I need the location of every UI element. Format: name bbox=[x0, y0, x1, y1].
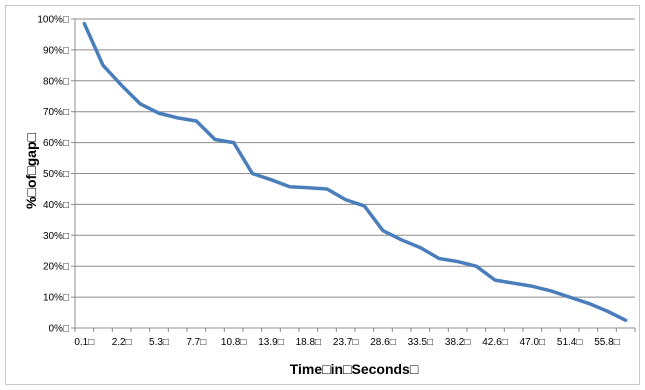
y-tick-label: 60%□ bbox=[43, 138, 69, 149]
y-tick-label: 80%□ bbox=[43, 76, 69, 87]
x-tick-label: 2.2□ bbox=[112, 337, 132, 348]
series-layer bbox=[82, 21, 628, 323]
x-tick-label: 5.3□ bbox=[149, 337, 169, 348]
data-point bbox=[568, 296, 571, 299]
series-line bbox=[82, 21, 628, 323]
y-axis-ticks: 0%□ 10%□ 20%□ 30%□ 40%□ 50%□ 60%□ 70%□ 80%□ 90%□ 1… bbox=[37, 15, 69, 335]
data-point bbox=[531, 285, 534, 288]
data-point bbox=[214, 138, 217, 141]
x-tick-label: 0.1□ bbox=[74, 337, 94, 348]
x-tick-label: 55.8□ bbox=[594, 337, 620, 348]
x-tick-label: 23.7□ bbox=[333, 337, 359, 348]
axes bbox=[71, 18, 636, 332]
y-tick-label: 10%□ bbox=[43, 293, 69, 304]
data-point bbox=[587, 302, 590, 305]
y-tick-label: 40%□ bbox=[43, 200, 69, 211]
x-tick-label: 47.0□ bbox=[520, 337, 546, 348]
line-chart: 0%□ 10%□ 20%□ 30%□ 40%□ 50%□ 60%□ 70%□ 80%□ 90%□ 1… bbox=[23, 15, 636, 377]
data-point bbox=[288, 185, 291, 188]
data-point bbox=[344, 198, 347, 201]
chart-frame: 0%□ 10%□ 20%□ 30%□ 40%□ 50%□ 60%□ 70%□ 80%□ 90%□ 1… bbox=[5, 5, 640, 385]
data-point bbox=[475, 265, 478, 268]
data-point bbox=[494, 279, 497, 282]
data-point bbox=[232, 141, 235, 144]
data-point bbox=[550, 289, 553, 292]
data-point bbox=[382, 229, 385, 232]
y-tick-label: 70%□ bbox=[43, 107, 69, 118]
data-point bbox=[195, 119, 198, 122]
y-tick-label: 30%□ bbox=[43, 231, 69, 242]
x-tick-label: 42.6□ bbox=[482, 337, 508, 348]
x-tick-label: 13.9□ bbox=[258, 337, 284, 348]
x-tick-label: 7.7□ bbox=[186, 337, 206, 348]
data-point bbox=[624, 319, 627, 322]
x-tick-label: 10.8□ bbox=[221, 337, 247, 348]
data-point bbox=[307, 186, 310, 189]
gridlines bbox=[75, 18, 635, 298]
data-point bbox=[102, 64, 105, 67]
y-axis-title: %□of□gap□ bbox=[23, 132, 39, 208]
y-tick-label: 50%□ bbox=[43, 169, 69, 180]
data-point bbox=[270, 178, 273, 181]
y-tick-label: 0%□ bbox=[49, 324, 70, 335]
y-tick-label: 100%□ bbox=[37, 15, 69, 26]
x-axis-title: Time□in□Seconds□ bbox=[290, 361, 419, 377]
x-tick-label: 33.5□ bbox=[408, 337, 434, 348]
data-point bbox=[456, 260, 459, 263]
data-point bbox=[120, 84, 123, 87]
data-point bbox=[606, 310, 609, 313]
data-point bbox=[419, 246, 422, 249]
x-tick-label: 28.6□ bbox=[370, 337, 396, 348]
y-tick-label: 90%□ bbox=[43, 45, 69, 56]
y-tick-label: 20%□ bbox=[43, 262, 69, 273]
x-tick-label: 51.4□ bbox=[557, 337, 583, 348]
x-axis-ticks: 0.1□ 2.2□ 5.3□ 7.7□ 10.8□ 13.9□ 18.8□ 23.7□ 28.6… bbox=[74, 337, 619, 348]
data-point bbox=[363, 204, 366, 207]
data-point bbox=[176, 116, 179, 119]
data-point bbox=[326, 187, 329, 190]
data-point bbox=[139, 102, 142, 105]
data-point bbox=[251, 172, 254, 175]
x-tick-label: 18.8□ bbox=[296, 337, 322, 348]
data-point bbox=[83, 22, 86, 25]
data-point bbox=[158, 112, 161, 115]
x-tick-label: 38.2□ bbox=[445, 337, 471, 348]
data-point bbox=[400, 238, 403, 241]
data-point bbox=[512, 282, 515, 285]
data-point bbox=[438, 257, 441, 260]
